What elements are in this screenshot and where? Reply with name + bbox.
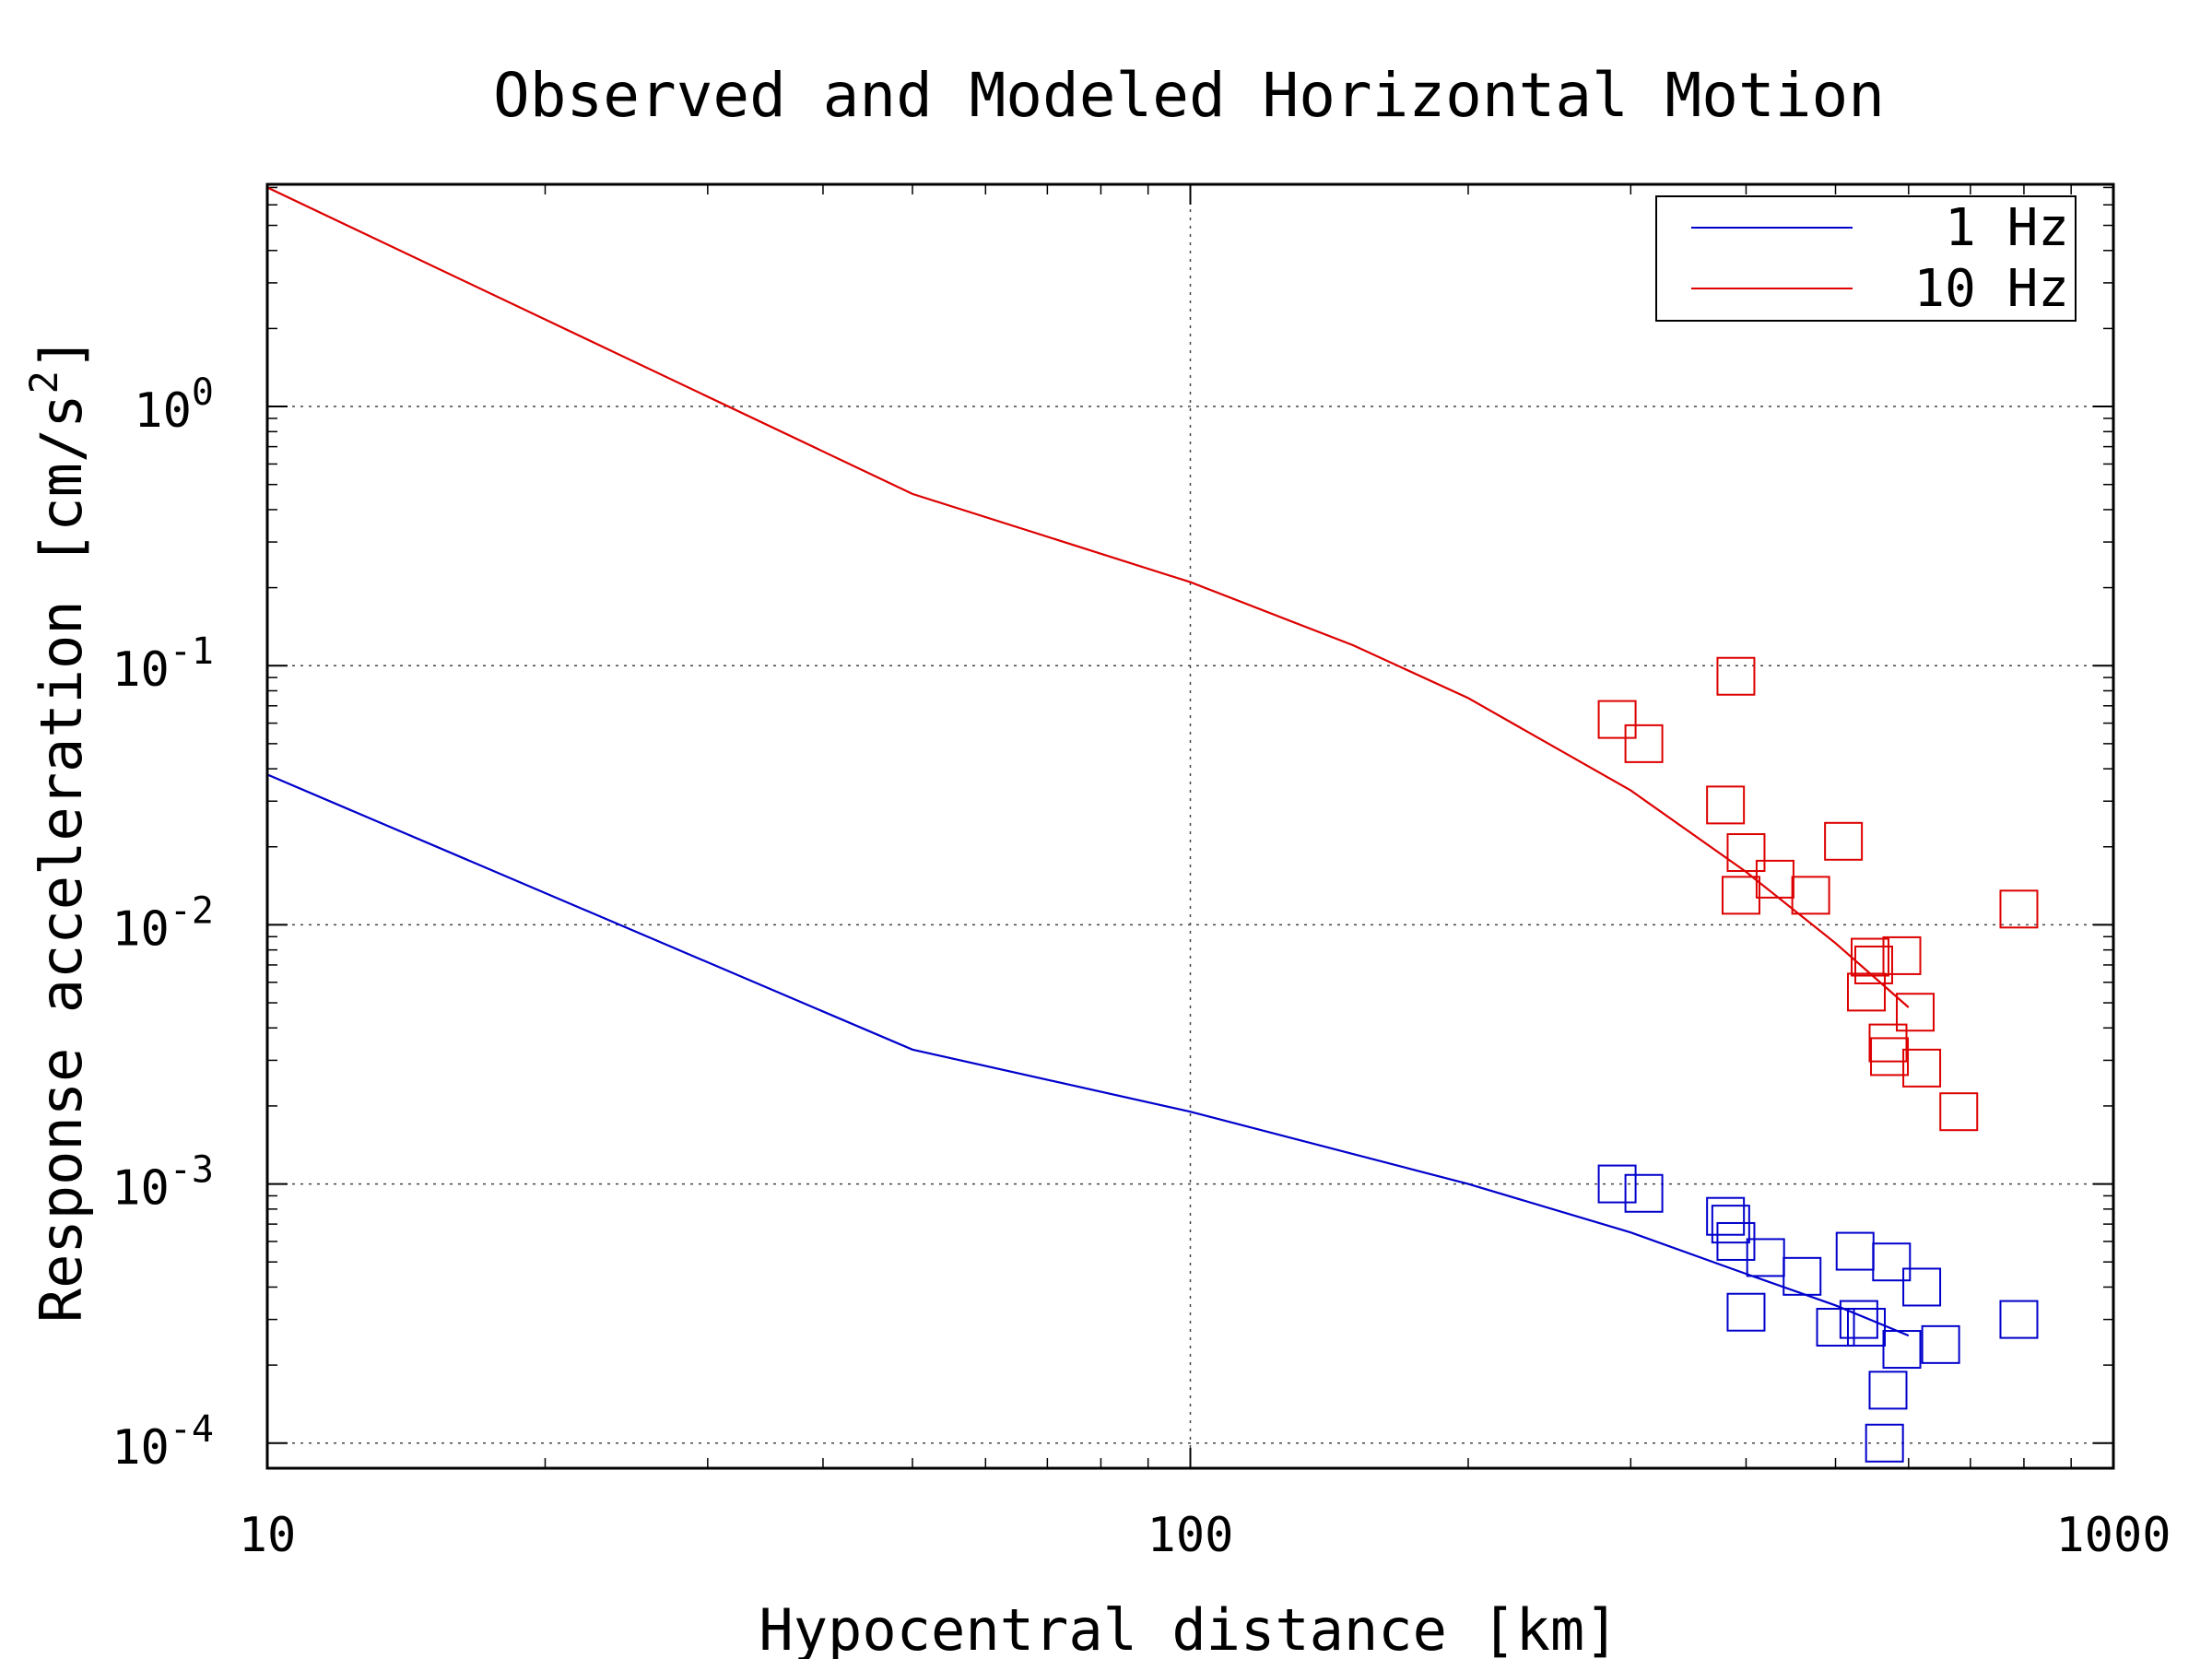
observed-point-1hz (1882, 1330, 1922, 1370)
observed-point-10hz (1726, 833, 1766, 873)
grid (267, 184, 2113, 1468)
y-tick-label: 100 (134, 371, 214, 439)
observed-point-10hz (1716, 656, 1756, 696)
observed-point-1hz (1716, 1221, 1756, 1261)
observed-point-1hz (1999, 1300, 2039, 1339)
observed-point-1hz (1706, 1196, 1746, 1236)
observed-point-10hz (1853, 945, 1893, 984)
legend-label-10hz: 10 Hz (1913, 259, 2069, 319)
x-tick-label: 1000 (2055, 1508, 2171, 1563)
observed-point-10hz (1755, 859, 1794, 899)
x-axis-label: Hypocentral distance [km] (759, 1596, 1618, 1659)
observed-point-1hz (1839, 1300, 1878, 1339)
y-axis-label: Response acceleration [cm/s2] (21, 336, 95, 1323)
x-tick-label: 10 (239, 1508, 297, 1563)
observed-point-10hz (1824, 821, 1864, 861)
chart-title: Observed and Modeled Horizontal Motion (493, 60, 1885, 131)
observed-point-1hz (1902, 1267, 1942, 1307)
y-tick-label: 10-2 (112, 889, 214, 957)
observed-point-10hz (1939, 1092, 1979, 1132)
observed-point-1hz (1816, 1308, 1855, 1347)
legend-label-1hz: 1 Hz (1945, 198, 2069, 258)
observed-point-1hz (1865, 1423, 1904, 1463)
observed-point-10hz (1896, 993, 1936, 1032)
observed-point-10hz (1851, 937, 1890, 977)
model-line-10hz (266, 186, 1910, 1008)
observed-point-10hz (1999, 889, 2039, 929)
y-tick-label: 10-3 (112, 1149, 214, 1217)
observed-point-1hz (1726, 1292, 1766, 1332)
x-tick-label: 100 (1147, 1508, 1234, 1563)
y-axis-label-close: ] (28, 336, 95, 371)
series-10hz (266, 186, 2039, 1132)
model-line-1hz (266, 773, 1910, 1337)
observed-point-10hz (1882, 935, 1922, 975)
observed-point-10hz (1706, 785, 1746, 825)
observed-point-10hz (1846, 972, 1886, 1012)
observed-point-1hz (1868, 1371, 1908, 1410)
observed-point-10hz (1902, 1048, 1942, 1088)
series-1hz (266, 773, 2039, 1463)
observed-point-10hz (1870, 1037, 1910, 1077)
observed-point-10hz (1721, 876, 1760, 915)
y-axis-label-superscript: 2 (21, 371, 66, 394)
plot-frame (265, 182, 2115, 1470)
y-tick-label: 10-1 (112, 630, 214, 698)
series-group (266, 186, 2039, 1463)
y-tick-label: 10-4 (112, 1408, 214, 1476)
observed-point-10hz (1624, 724, 1664, 763)
observed-point-1hz (1872, 1242, 1912, 1282)
observed-point-10hz (1597, 700, 1637, 739)
observed-point-10hz (1791, 876, 1830, 915)
tick-labels: 10 100 1000 100 10-1 10-2 10-3 10-4 (112, 371, 2171, 1563)
observed-point-1hz (1783, 1256, 1822, 1296)
legend-box (1655, 195, 2077, 322)
y-axis-label-main: Response acceleration [cm/s (28, 394, 95, 1323)
observed-point-10hz (1868, 1023, 1908, 1063)
observed-point-1hz (1624, 1173, 1664, 1213)
observed-point-1hz (1711, 1205, 1750, 1244)
observed-point-1hz (1921, 1324, 1960, 1364)
observed-point-1hz (1846, 1308, 1886, 1347)
legend: 1 Hz 10 Hz (1655, 195, 2077, 322)
observed-point-1hz (1597, 1164, 1637, 1204)
